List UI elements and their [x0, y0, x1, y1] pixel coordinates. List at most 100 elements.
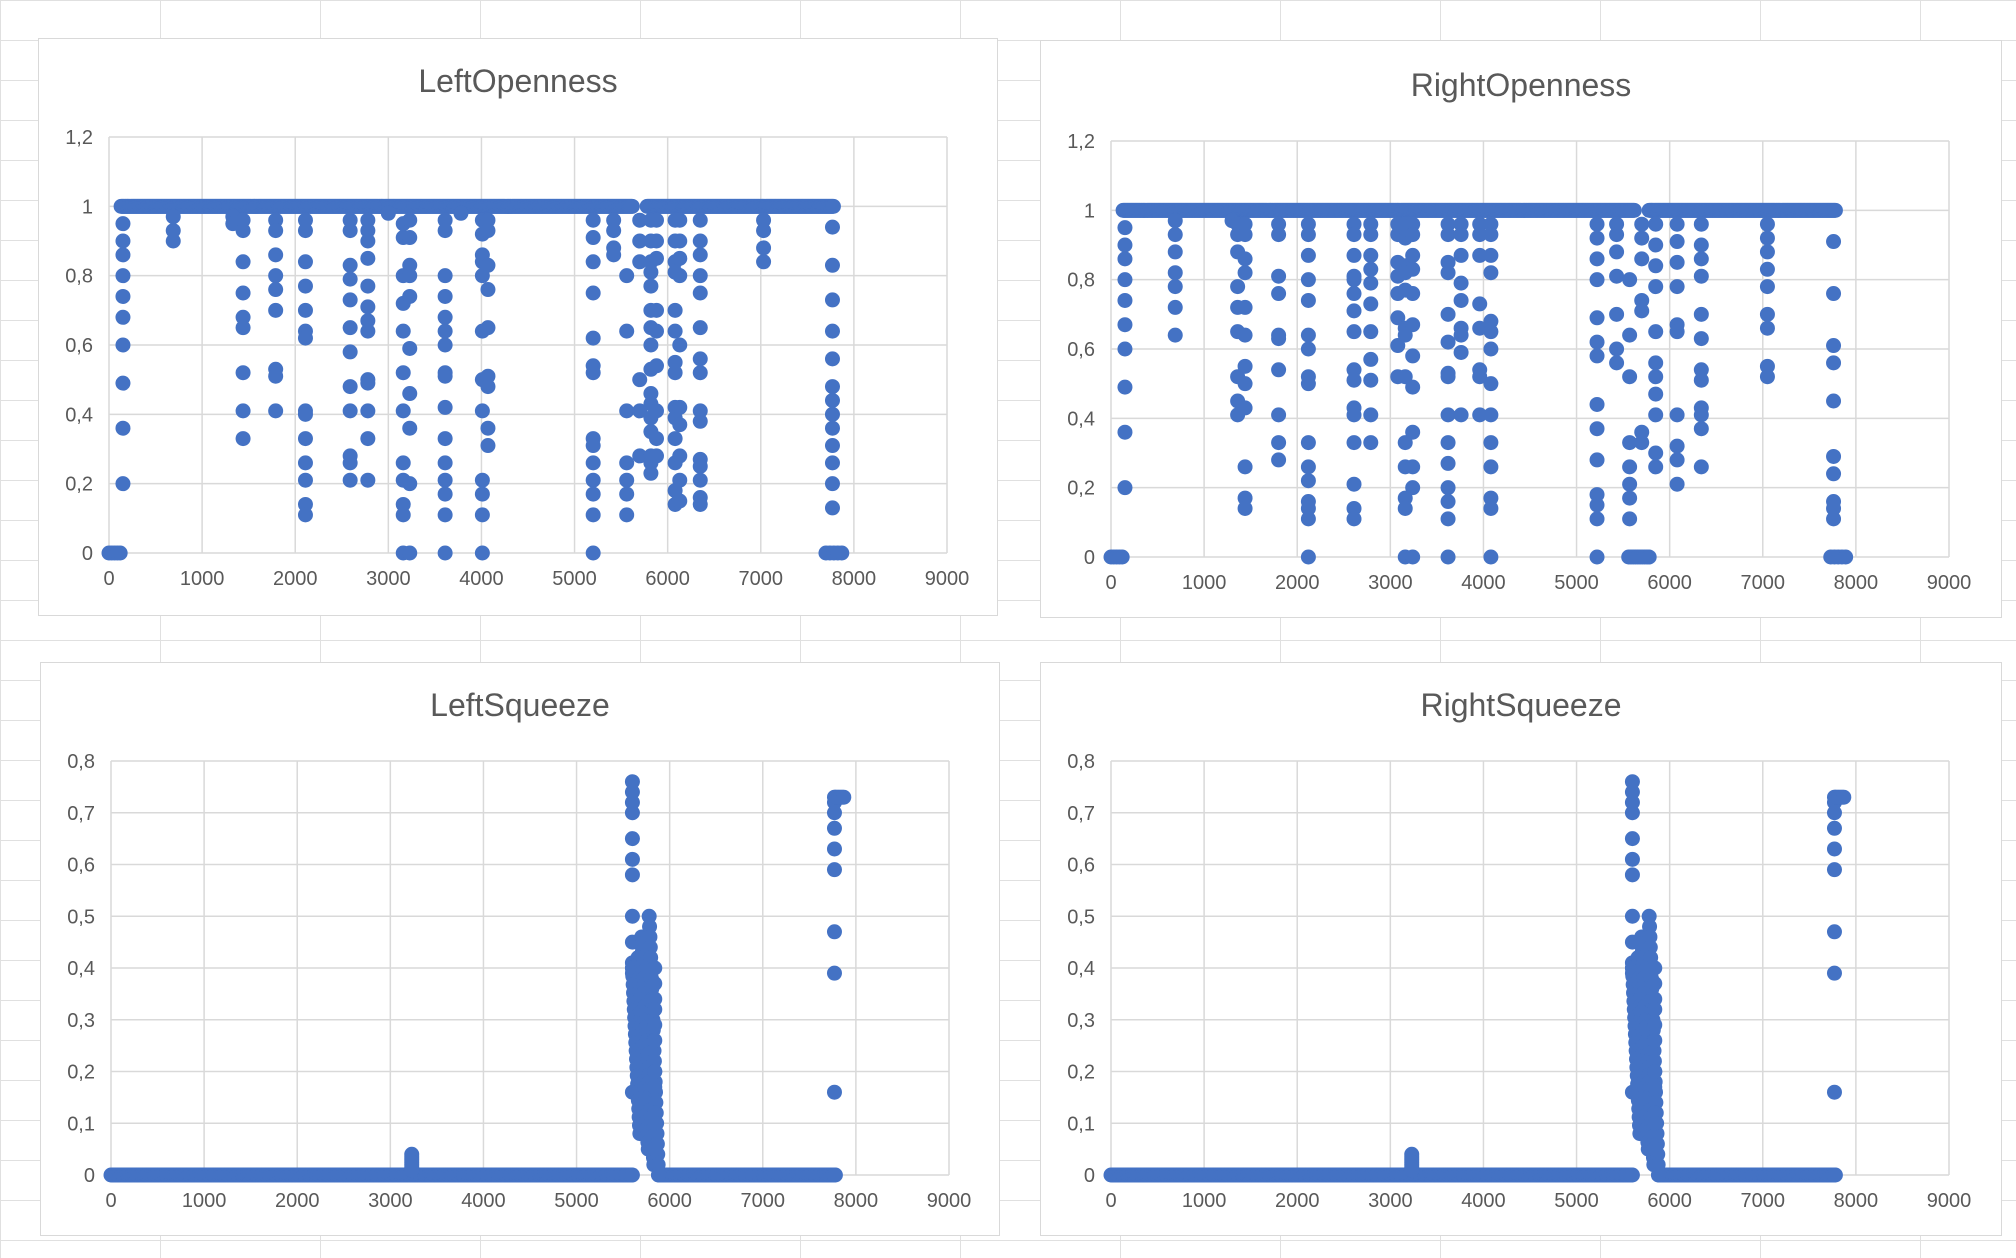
data-point: [667, 323, 683, 339]
data-point: [1397, 369, 1413, 385]
data-point: [297, 455, 313, 471]
data-point: [480, 212, 496, 228]
data-point: [1647, 1105, 1663, 1121]
data-point: [1609, 268, 1625, 284]
x-tick-label: 8000: [834, 1190, 879, 1212]
data-point: [1647, 976, 1663, 992]
x-tick-label: 4000: [461, 1190, 506, 1212]
data-point: [672, 448, 688, 464]
data-point: [437, 545, 453, 561]
data-point: [1117, 272, 1133, 288]
data-point: [1634, 303, 1650, 319]
data-point: [1300, 511, 1316, 527]
data-point: [480, 257, 496, 273]
chart-title: LeftSqueeze: [430, 687, 610, 723]
data-point: [1693, 421, 1709, 437]
data-point: [647, 1115, 663, 1131]
data-point: [1648, 216, 1664, 232]
data-point: [1759, 216, 1775, 232]
data-point: [402, 212, 418, 228]
data-point: [1117, 220, 1133, 236]
data-point: [402, 420, 418, 436]
data-point: [1669, 234, 1685, 250]
data-point: [1472, 296, 1488, 312]
data-point: [1397, 435, 1413, 451]
data-point: [624, 784, 640, 800]
data-point: [1609, 227, 1625, 243]
data-point: [824, 323, 840, 339]
data-point: [402, 230, 418, 246]
data-point: [1300, 272, 1316, 288]
data-point: [667, 365, 683, 381]
data-point: [632, 254, 648, 270]
data-point: [1397, 327, 1413, 343]
data-point: [1609, 216, 1625, 232]
data-point: [437, 323, 453, 339]
data-point: [1693, 237, 1709, 253]
data-point: [360, 233, 376, 249]
data-point: [395, 323, 411, 339]
data-point: [115, 247, 131, 263]
data-point: [1622, 272, 1638, 288]
data-point: [632, 233, 648, 249]
data-point: [1693, 306, 1709, 322]
data-point: [648, 323, 664, 339]
data-point: [342, 472, 358, 488]
data-point: [1759, 244, 1775, 260]
data-point: [692, 285, 708, 301]
data-point: [692, 413, 708, 429]
data-point: [1117, 251, 1133, 267]
data-point: [648, 250, 664, 266]
data-point: [360, 250, 376, 266]
data-point: [437, 212, 453, 228]
data-point: [619, 507, 635, 523]
data-point: [1622, 369, 1638, 385]
data-point: [1363, 227, 1379, 243]
data-point: [632, 403, 648, 419]
x-tick-label: 2000: [273, 568, 318, 590]
data-point: [624, 851, 640, 867]
x-tick-label: 2000: [1275, 572, 1320, 594]
y-tick-label: 0,2: [67, 1062, 95, 1084]
data-point: [112, 545, 128, 561]
data-point: [824, 438, 840, 454]
data-point: [1440, 407, 1456, 423]
x-tick-label: 1000: [1182, 572, 1227, 594]
chart-right-openness[interactable]: RightOpenness 0 1000 2000 3000 4000 5000 6000 7…: [1040, 40, 2002, 618]
data-point: [1300, 376, 1316, 392]
chart-title: RightSqueeze: [1420, 687, 1622, 723]
chart-left-openness[interactable]: LeftOpenness 0 1000 2000 3000 4000 5000 6000 70…: [38, 38, 998, 616]
data-point: [585, 230, 601, 246]
data-point: [1405, 459, 1421, 475]
chart-right-squeeze[interactable]: RightSqueeze 0 1000 2000 3000 4000 5000 6000 70…: [1040, 662, 2002, 1236]
data-point: [1826, 500, 1842, 516]
chart-plot: 0 1000 2000 3000 4000 5000 6000 7000 8000 9000 0 0,…: [1067, 751, 1971, 1212]
data-point: [672, 399, 688, 415]
y-tick-label: 0,5: [67, 906, 95, 928]
data-point: [474, 486, 490, 502]
y-tick-label: 0,4: [67, 958, 95, 980]
data-point: [624, 867, 640, 883]
data-point: [1237, 358, 1253, 374]
data-point: [480, 420, 496, 436]
data-point: [1693, 407, 1709, 423]
data-point: [692, 320, 708, 336]
data-point: [1346, 324, 1362, 340]
data-point: [648, 431, 664, 447]
data-point: [1483, 459, 1499, 475]
data-point: [480, 368, 496, 384]
data-point: [1622, 435, 1638, 451]
data-point: [1117, 237, 1133, 253]
data-point: [297, 472, 313, 488]
data-point: [826, 924, 842, 940]
data-point: [1634, 435, 1650, 451]
data-point: [1440, 227, 1456, 243]
data-point: [1237, 400, 1253, 416]
data-point: [1404, 1162, 1420, 1178]
data-point: [826, 1084, 842, 1100]
data-point: [692, 212, 708, 228]
chart-left-squeeze[interactable]: LeftSqueeze 0 1000 2000 3000 4000 5000 6000 700…: [40, 662, 1000, 1236]
data-point: [1483, 341, 1499, 357]
data-point: [1271, 435, 1287, 451]
data-point: [1363, 324, 1379, 340]
